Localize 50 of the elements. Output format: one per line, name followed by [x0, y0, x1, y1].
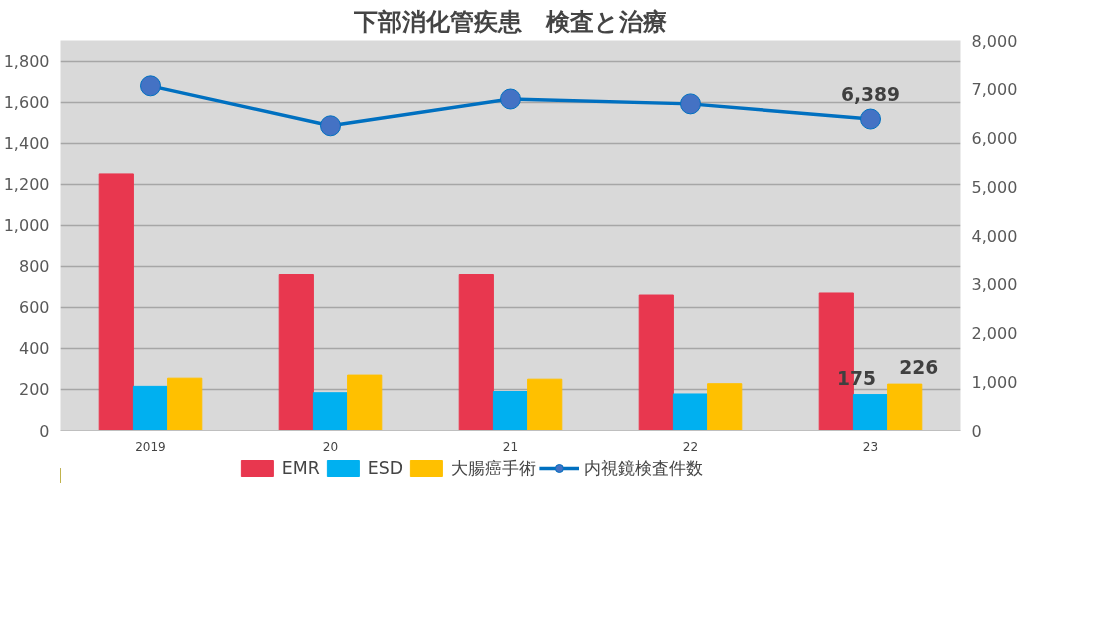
data-label: 6,389: [840, 84, 901, 106]
point: [860, 108, 881, 130]
x-tick-label: 20: [322, 439, 339, 454]
bar: [672, 393, 709, 431]
bar: [167, 377, 203, 431]
data-label: 226: [899, 357, 939, 379]
y-tick-label: 200: [18, 380, 50, 400]
bar: [852, 394, 889, 431]
y-tick-label: 1,600: [3, 93, 50, 113]
y2-tick-label: 0: [971, 421, 982, 441]
point: [140, 75, 161, 97]
y-tick-label: 1,200: [3, 175, 50, 195]
y-tick-label: 800: [18, 257, 50, 277]
x-tick-label: 2019: [135, 439, 166, 454]
point: [320, 115, 341, 137]
y-tick-label: 1,800: [3, 52, 50, 72]
point: [500, 88, 521, 110]
bar: [707, 383, 743, 431]
bar: [347, 374, 383, 431]
bar: [887, 383, 923, 431]
chart-title: 下部消化管疾患 検査と治療: [353, 7, 667, 36]
x-tick-label: 23: [862, 439, 879, 454]
y-tick-label: 600: [18, 298, 50, 318]
y2-tick-label: 2,000: [971, 324, 1018, 343]
y2-tick-label: 3,000: [971, 275, 1018, 295]
bar: [458, 274, 494, 431]
y-tick-label: 0: [39, 421, 50, 441]
y2-tick-label: 5,000: [971, 177, 1018, 197]
y2-tick-label: 4,000: [971, 226, 1018, 246]
legend-label: ESD: [367, 458, 404, 478]
legend-label: EMR: [281, 458, 320, 478]
bar: [278, 274, 314, 431]
bar: [492, 391, 529, 431]
bar: [638, 294, 674, 431]
legend-label: 内視鏡検査件数: [584, 457, 704, 480]
y-tick-label: 400: [18, 339, 50, 359]
y-tick-label: 1,000: [3, 216, 50, 236]
legend-label: 大腸癌手術: [451, 457, 537, 480]
bar: [312, 392, 349, 431]
x-tick-label: 22: [682, 439, 699, 454]
y2-tick-label: 1,000: [971, 372, 1018, 392]
point: [680, 93, 701, 115]
y2-tick-label: 6,000: [971, 129, 1018, 148]
y2-tick-label: 8,000: [971, 31, 1018, 51]
bar: [98, 173, 134, 431]
y2-tick-label: 7,000: [971, 80, 1018, 100]
y-tick-label: 1,400: [3, 134, 50, 154]
x-tick-label: 21: [502, 439, 519, 454]
bar: [527, 378, 563, 431]
bar: [132, 385, 169, 431]
